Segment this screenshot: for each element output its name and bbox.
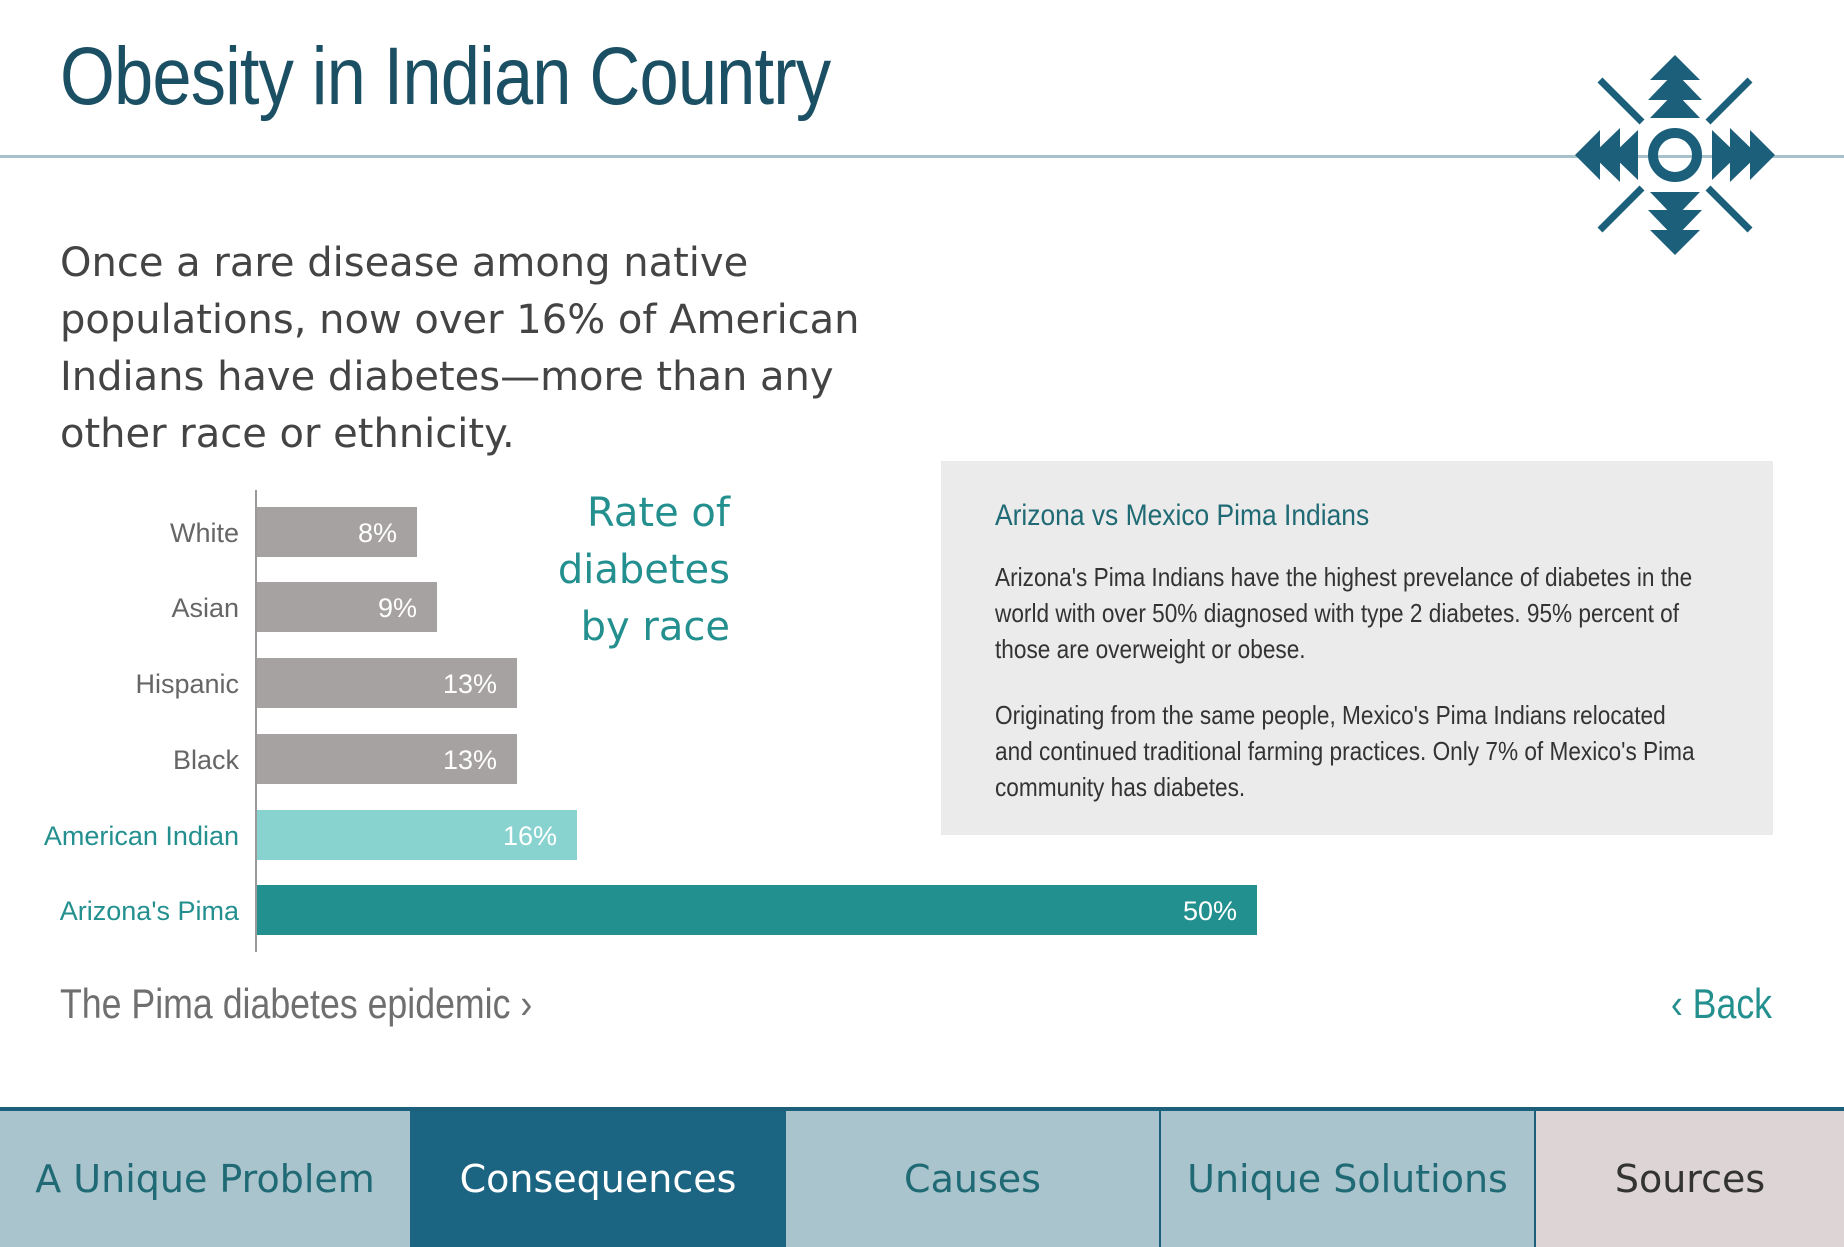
chart-title: Rate of diabetes by race: [520, 485, 730, 656]
diabetes-bar-chart: White 8% Asian 9% Hispanic 13% Black 13% America…: [44, 490, 1257, 952]
chart-bar: [257, 885, 1257, 935]
four-directions-emblem-icon: [1575, 55, 1775, 255]
page-title: Obesity in Indian Country: [60, 31, 831, 122]
header-divider: [0, 155, 1844, 158]
chart-title-line: by race: [580, 604, 730, 650]
pima-epidemic-link[interactable]: The Pima diabetes epidemic ›: [60, 980, 533, 1027]
info-box-paragraph: Arizona's Pima Indians have the highest …: [995, 562, 1693, 664]
chart-value-label: 16%: [503, 821, 557, 851]
chart-title-line: diabetes: [557, 547, 730, 593]
bottom-nav: A Unique Problem Consequences Causes Uni…: [0, 1107, 1844, 1247]
chart-bar: [257, 810, 577, 860]
chart-value-label: 13%: [443, 669, 497, 699]
info-box-paragraph: Originating from the same people, Mexico…: [995, 700, 1695, 802]
intro-text: Once a rare disease among native populat…: [60, 240, 860, 457]
info-box: Arizona vs Mexico Pima Indians Arizona's…: [941, 461, 1773, 835]
nav-tab-unique-problem[interactable]: A Unique Problem: [0, 1111, 410, 1247]
chart-value-label: 13%: [443, 745, 497, 775]
back-link[interactable]: ‹ Back: [1670, 980, 1772, 1027]
chart-category-label: Black: [173, 745, 240, 775]
chart-value-label: 9%: [378, 593, 417, 623]
chart-category-label: Asian: [171, 593, 239, 623]
chart-bar: [257, 734, 517, 784]
nav-tab-consequences[interactable]: Consequences: [410, 1111, 786, 1247]
chart-title-line: Rate of: [587, 490, 730, 536]
chart-bar: [257, 582, 437, 632]
chart-category-label: White: [170, 518, 239, 548]
nav-tab-causes[interactable]: Causes: [786, 1111, 1161, 1247]
nav-tab-sources[interactable]: Sources: [1536, 1111, 1844, 1247]
chart-bar: [257, 507, 417, 557]
chart-category-label: Hispanic: [135, 669, 239, 699]
nav-tab-unique-solutions[interactable]: Unique Solutions: [1161, 1111, 1536, 1247]
chart-category-label: American Indian: [44, 821, 239, 851]
chart-value-label: 8%: [358, 518, 397, 548]
chart-bar: [257, 658, 517, 708]
chart-value-label: 50%: [1183, 896, 1237, 926]
info-box-heading: Arizona vs Mexico Pima Indians: [995, 499, 1370, 532]
chart-category-label: Arizona's Pima: [60, 896, 240, 926]
